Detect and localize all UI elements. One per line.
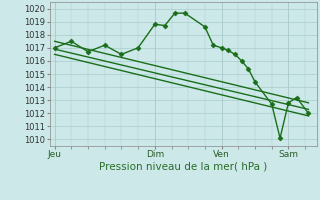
X-axis label: Pression niveau de la mer( hPa ): Pression niveau de la mer( hPa ) [99,162,267,172]
